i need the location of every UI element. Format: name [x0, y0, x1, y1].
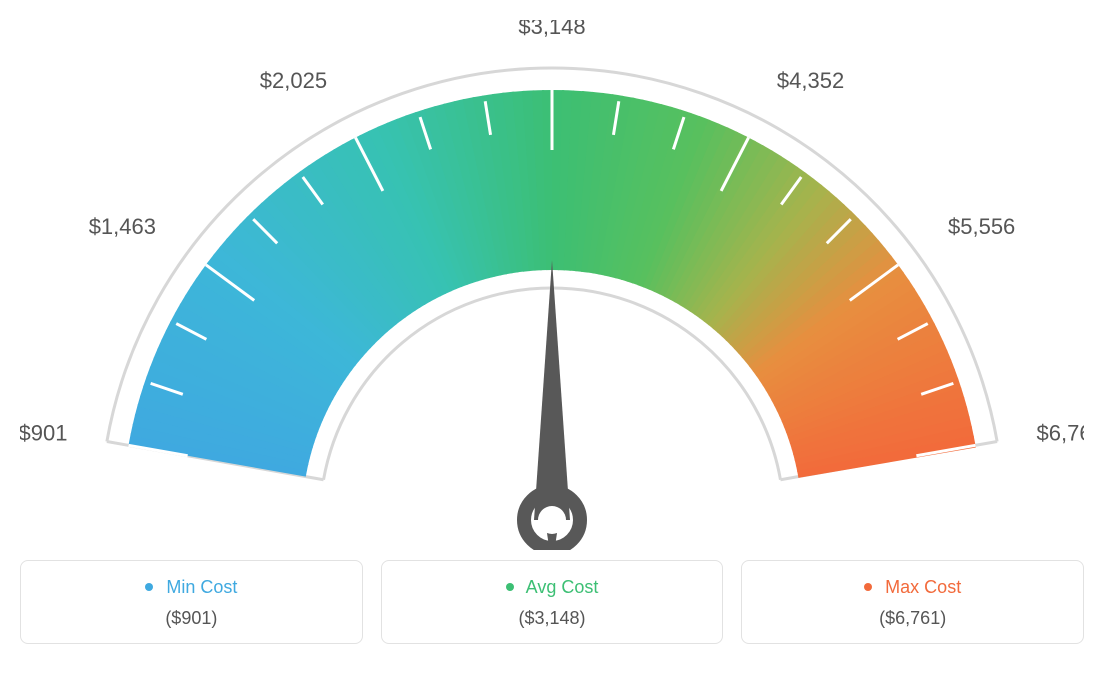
svg-text:$1,463: $1,463 [89, 214, 156, 239]
svg-text:$901: $901 [20, 420, 67, 445]
legend-title-min: Min Cost [31, 577, 352, 598]
legend-value-avg: ($3,148) [392, 608, 713, 629]
legend-label-min: Min Cost [166, 577, 237, 597]
legend-value-max: ($6,761) [752, 608, 1073, 629]
cost-gauge-container: $901 $1,463 $2,025 $3,148 $4,352 $5,556 $6,761… [20, 20, 1084, 644]
gauge-chart: $901 $1,463 $2,025 $3,148 $4,352 $5,556 $6,761 [20, 20, 1084, 550]
legend-title-max: Max Cost [752, 577, 1073, 598]
svg-text:$6,761: $6,761 [1037, 420, 1084, 445]
svg-text:$2,025: $2,025 [260, 68, 327, 93]
dot-icon [506, 583, 514, 591]
legend-row: Min Cost ($901) Avg Cost ($3,148) Max Co… [20, 560, 1084, 644]
dot-icon [864, 583, 872, 591]
svg-text:$4,352: $4,352 [777, 68, 844, 93]
dot-icon [145, 583, 153, 591]
legend-label-avg: Avg Cost [526, 577, 599, 597]
legend-card-min: Min Cost ($901) [20, 560, 363, 644]
legend-title-avg: Avg Cost [392, 577, 713, 598]
legend-value-min: ($901) [31, 608, 352, 629]
legend-card-avg: Avg Cost ($3,148) [381, 560, 724, 644]
legend-card-max: Max Cost ($6,761) [741, 560, 1084, 644]
legend-label-max: Max Cost [885, 577, 961, 597]
svg-text:$3,148: $3,148 [518, 20, 585, 39]
svg-text:$5,556: $5,556 [948, 214, 1015, 239]
